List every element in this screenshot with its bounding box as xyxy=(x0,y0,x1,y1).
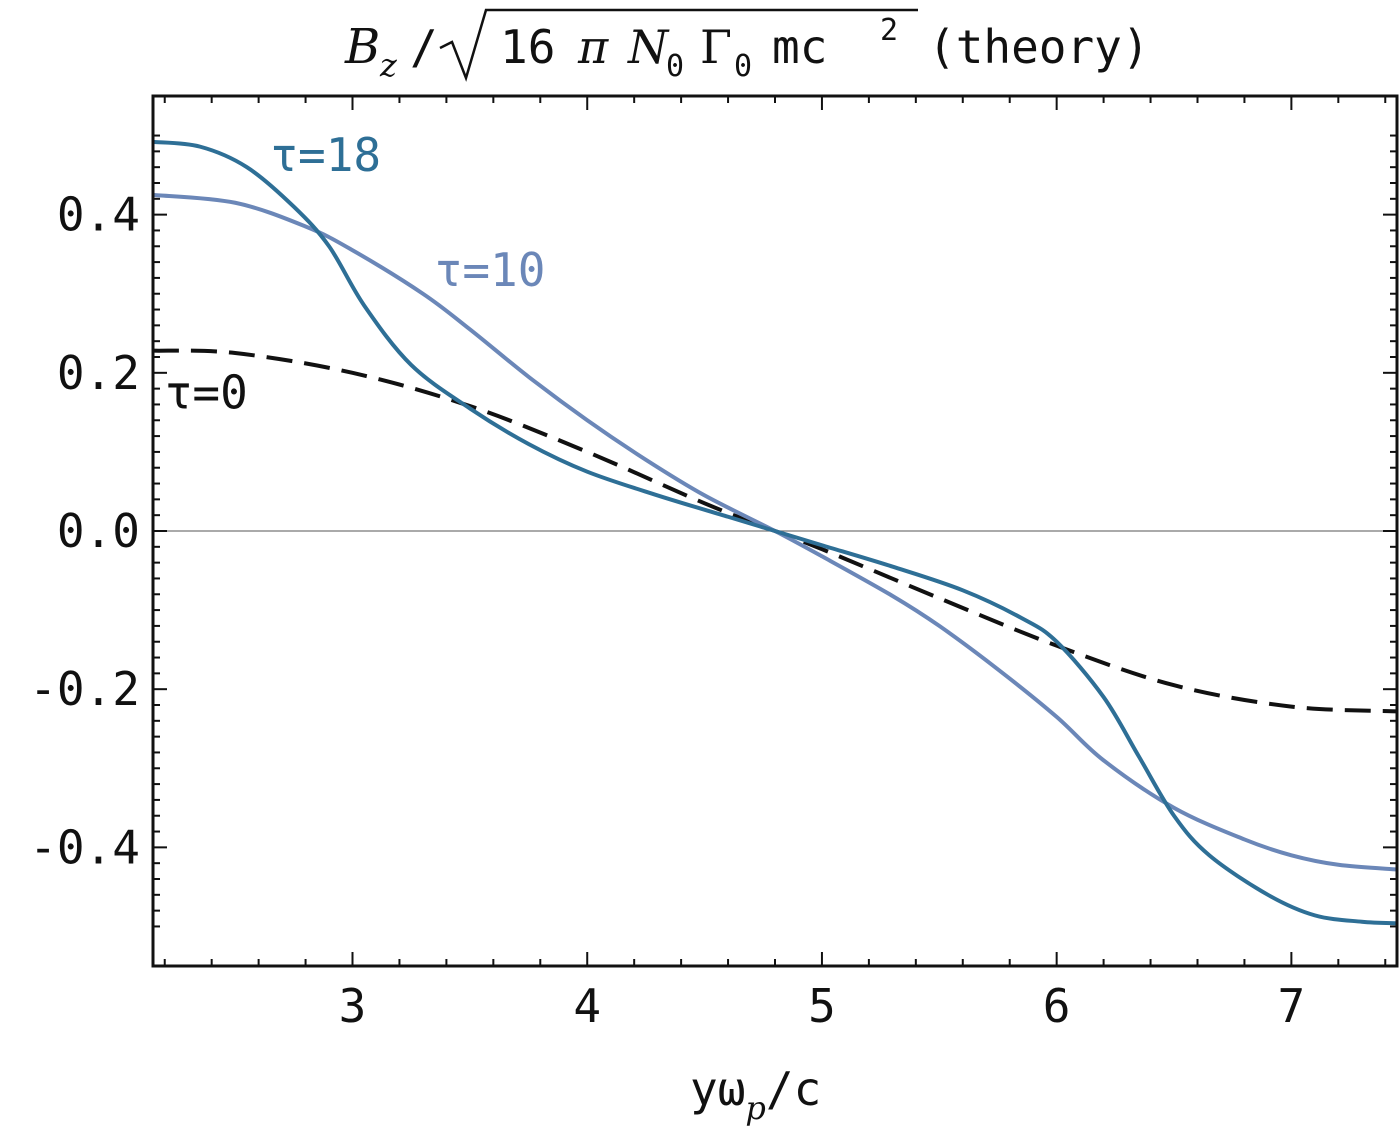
x-tick-label: 7 xyxy=(1278,979,1306,1033)
title-radicand-N: N xyxy=(627,20,670,74)
title-slash: / xyxy=(410,20,438,74)
title-radicand-pi: π xyxy=(577,20,609,74)
y-tick-label: 0.2 xyxy=(57,346,140,400)
series-line-1 xyxy=(152,192,1398,872)
title-radicand-gamma-sub: 0 xyxy=(734,49,752,84)
title-radicand-16: 16 xyxy=(500,20,555,74)
series-layer xyxy=(152,139,1398,926)
y-tick-label: -0.4 xyxy=(29,820,140,874)
title-radicand-gamma: Γ xyxy=(700,20,732,74)
plot-area xyxy=(151,94,1399,968)
chart-title: B z / 16 π N 0 Γ 0 mc 2 (theory) xyxy=(344,8,1150,84)
title-suffix: (theory) xyxy=(928,20,1150,74)
x-tick-label: 5 xyxy=(808,979,836,1033)
y-tick-label: -0.2 xyxy=(29,662,140,716)
series-labels: τ=0 τ=10 τ=18 xyxy=(165,128,546,419)
y-tick-label: 0.0 xyxy=(57,504,140,558)
x-axis-label-main: yωp/c xyxy=(690,1062,821,1127)
x-axis-label: yωp/c xyxy=(690,1062,821,1127)
title-radical-sign xyxy=(439,8,918,82)
title-radicand-mc: mc xyxy=(772,20,827,74)
x-tick-labels: 3 4 5 6 7 xyxy=(339,979,1306,1033)
series-label-1: τ=10 xyxy=(435,243,546,297)
title-prefix: B xyxy=(344,19,380,75)
x-tick-label: 4 xyxy=(573,979,601,1033)
x-tick-label: 3 xyxy=(339,979,367,1033)
series-line-2 xyxy=(152,139,1398,926)
y-tick-label: 0.4 xyxy=(57,188,140,242)
title-prefix-sub: z xyxy=(379,46,398,84)
series-label-2: τ=18 xyxy=(270,128,381,182)
series-label-0: τ=0 xyxy=(165,365,248,419)
x-tick-label: 6 xyxy=(1043,979,1071,1033)
y-tick-labels: 0.4 0.2 0.0 -0.2 -0.4 xyxy=(29,188,140,875)
plot-frame xyxy=(151,94,1399,968)
title-radicand-exp: 2 xyxy=(880,13,898,48)
title-radicand-N-sub: 0 xyxy=(666,49,684,84)
